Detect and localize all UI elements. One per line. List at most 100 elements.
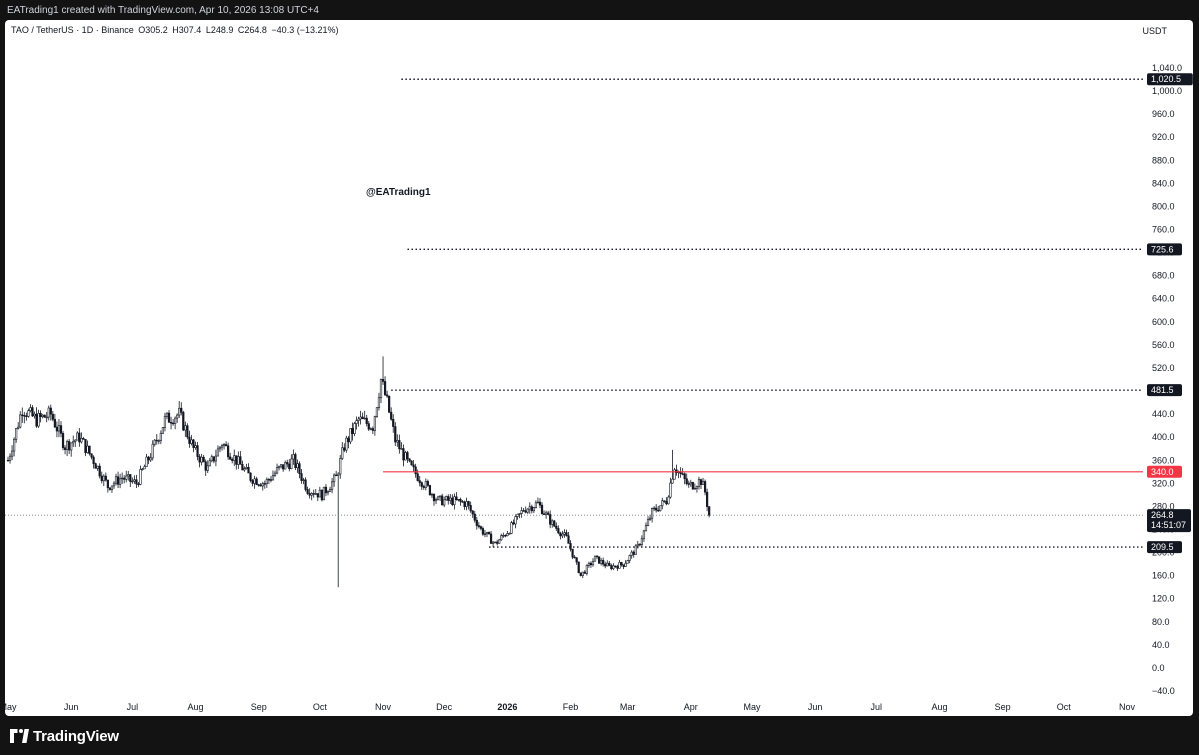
candle-body xyxy=(302,479,305,481)
bottom-bar: TradingView xyxy=(0,716,1199,755)
candle-body xyxy=(269,479,273,481)
top-bar: EATrading1 created with TradingView.com,… xyxy=(0,0,1199,20)
candle-body xyxy=(251,480,254,484)
y-tick-label: 920.0 xyxy=(1152,132,1175,142)
candle-body xyxy=(695,486,699,489)
candle-body xyxy=(8,455,12,461)
y-tick-label: 0.0 xyxy=(1152,663,1165,673)
candle-body xyxy=(604,563,607,567)
candle-body xyxy=(176,414,179,419)
candle-body xyxy=(100,475,103,482)
candle-body xyxy=(477,525,480,527)
candle-body xyxy=(693,487,696,490)
y-tick-label: 1,040.0 xyxy=(1152,63,1182,73)
candle-body xyxy=(110,485,114,490)
currency-label: USDT xyxy=(1142,26,1168,36)
candle-body xyxy=(587,562,591,566)
candle-body xyxy=(212,456,215,462)
candle-body xyxy=(551,520,554,525)
candle-body xyxy=(271,475,275,481)
candle-body xyxy=(479,526,482,529)
candle-body xyxy=(19,414,22,428)
candle-body xyxy=(365,417,368,424)
candle-body xyxy=(481,528,485,535)
candle-body xyxy=(461,501,464,503)
candle-body xyxy=(394,426,397,443)
candle-body xyxy=(17,426,20,429)
candle-body xyxy=(263,483,266,485)
candle-body xyxy=(534,502,538,508)
candle-body xyxy=(70,442,73,451)
level-label-481.5-bg xyxy=(1147,384,1182,397)
candle-body xyxy=(644,525,648,532)
candle-body xyxy=(439,495,442,498)
candle-body xyxy=(618,562,621,569)
candle-body xyxy=(286,462,289,465)
candle-body xyxy=(418,480,421,483)
candle-body xyxy=(436,496,440,500)
price-chart[interactable]: 1,040.0 1,000.0 960.0 920.0 880.0 840.0 800.0 7… xyxy=(5,20,1193,716)
candle-body xyxy=(178,407,181,416)
candle-body xyxy=(657,509,660,512)
candle-body xyxy=(292,454,295,460)
y-tick-label: 640.0 xyxy=(1152,294,1175,304)
candle-body xyxy=(277,465,281,468)
candle-body xyxy=(583,571,586,574)
candle-body xyxy=(123,477,126,480)
candle-body xyxy=(249,472,252,481)
candle-body xyxy=(640,538,643,545)
candle-body xyxy=(681,473,684,475)
candle-body xyxy=(388,395,391,413)
candle-body xyxy=(35,413,38,427)
candle-body xyxy=(595,555,599,558)
candle-body xyxy=(648,517,652,520)
candle-body xyxy=(330,481,334,490)
candle-body xyxy=(66,441,69,450)
candle-body xyxy=(239,456,242,465)
candle-body xyxy=(227,445,230,458)
x-tick-label: 2026 xyxy=(497,702,517,712)
candle-body xyxy=(404,452,407,461)
candle-body xyxy=(308,493,311,496)
price-axis: 1,040.0 1,000.0 960.0 920.0 880.0 840.0 800.0 7… xyxy=(1152,63,1182,696)
candle-body xyxy=(573,556,576,559)
candle-body xyxy=(151,443,154,459)
candle-body xyxy=(392,418,395,427)
candle-body xyxy=(597,556,601,564)
candle-body xyxy=(420,482,423,487)
chart-panel[interactable]: 1,040.0 1,000.0 960.0 920.0 880.0 840.0 800.0 7… xyxy=(5,20,1193,716)
brand-logo-link[interactable]: TradingView xyxy=(10,726,119,746)
level-label-340.0: 340.0 xyxy=(1151,467,1174,477)
candle-body xyxy=(204,461,207,471)
y-tick-label: 520.0 xyxy=(1152,363,1175,373)
candle-body xyxy=(683,473,686,480)
candle-body xyxy=(506,533,509,537)
candle-body xyxy=(375,407,379,417)
candle-body xyxy=(10,450,14,457)
candle-body xyxy=(61,433,65,449)
candle-body xyxy=(210,456,213,462)
chart-caption: EATrading1 created with TradingView.com,… xyxy=(7,5,319,16)
candle-body xyxy=(102,475,105,482)
x-tick-label: Sep xyxy=(995,702,1011,712)
candle-body xyxy=(502,535,505,537)
candle-body xyxy=(320,489,323,501)
candle-body xyxy=(602,560,605,565)
x-tick-label: Aug xyxy=(931,702,947,712)
candle-body xyxy=(284,462,287,470)
candle-body xyxy=(63,447,67,450)
candle-body xyxy=(6,459,10,462)
x-tick-label: May xyxy=(5,702,17,712)
candle-body xyxy=(186,425,189,438)
levels-layer xyxy=(5,78,1143,548)
candle-body xyxy=(557,528,560,534)
candle-body xyxy=(145,456,148,467)
candle-body xyxy=(699,479,703,485)
candle-body xyxy=(68,441,71,451)
candle-body xyxy=(614,565,617,567)
candle-body xyxy=(243,468,246,471)
candle-body xyxy=(218,446,222,450)
candle-body xyxy=(316,493,319,498)
candle-body xyxy=(653,507,656,510)
candle-body xyxy=(634,545,637,555)
